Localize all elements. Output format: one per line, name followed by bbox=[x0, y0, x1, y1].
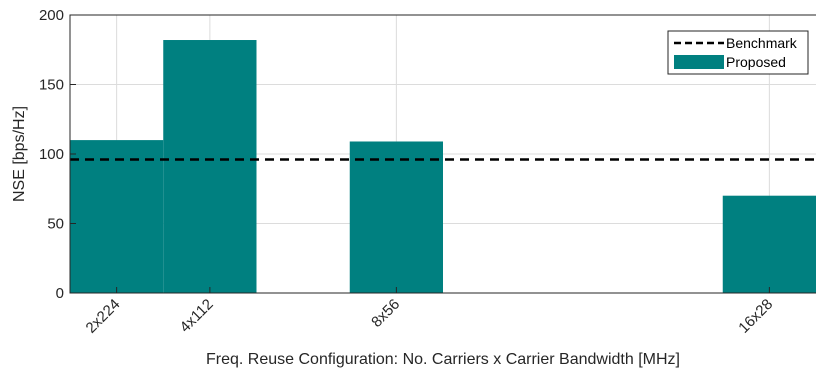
x-tick-label: 4x112 bbox=[177, 296, 217, 336]
x-axis-label: Freq. Reuse Configuration: No. Carriers … bbox=[206, 351, 680, 368]
bar-4x112 bbox=[163, 40, 257, 293]
x-tick-label: 2x224 bbox=[83, 296, 124, 337]
legend: Benchmark Proposed bbox=[667, 30, 809, 75]
legend-proposed-label: Proposed bbox=[726, 54, 786, 70]
y-tick-label: 0 bbox=[56, 285, 64, 302]
y-tick-label: 150 bbox=[39, 77, 64, 94]
bar-2x224 bbox=[70, 140, 164, 293]
bar-8x56 bbox=[349, 141, 443, 293]
x-tick-label: 16x28 bbox=[735, 296, 776, 337]
legend-proposed-swatch bbox=[674, 55, 724, 69]
y-tick-label: 100 bbox=[39, 146, 64, 163]
y-tick-label: 50 bbox=[47, 216, 64, 233]
y-axis-label: NSE [bps/Hz] bbox=[11, 106, 28, 202]
bar-16x28 bbox=[722, 195, 816, 293]
y-axis-ticks: 0 50 100 150 200 bbox=[39, 7, 76, 302]
x-axis-ticks: 2x224 4x112 8x56 16x28 bbox=[83, 287, 776, 337]
legend-benchmark-label: Benchmark bbox=[726, 35, 798, 51]
x-tick-label: 8x56 bbox=[368, 296, 403, 331]
y-tick-label: 200 bbox=[39, 7, 64, 24]
bar-series-proposed bbox=[70, 40, 816, 293]
